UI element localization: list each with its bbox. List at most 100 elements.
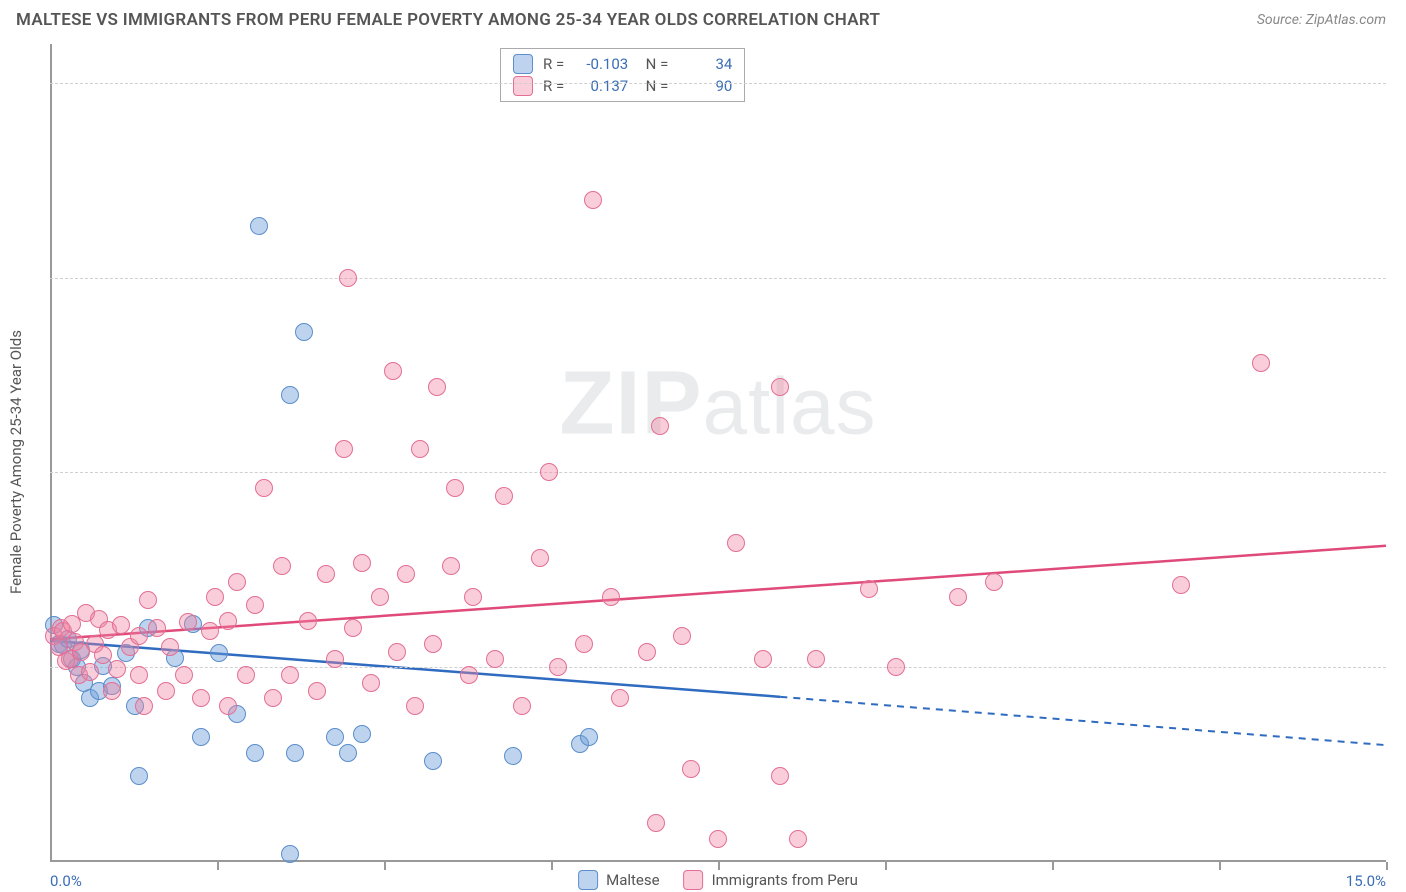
data-point <box>771 378 789 396</box>
data-point <box>638 643 656 661</box>
x-tick <box>1052 862 1054 870</box>
data-point <box>584 191 602 209</box>
data-point <box>411 440 429 458</box>
data-point <box>108 660 126 678</box>
data-point <box>130 627 148 645</box>
data-point <box>513 697 531 715</box>
data-point <box>135 697 153 715</box>
data-point <box>157 682 175 700</box>
data-point <box>575 635 593 653</box>
data-point <box>335 440 353 458</box>
data-point <box>326 650 344 668</box>
data-point <box>228 573 246 591</box>
data-point <box>611 689 629 707</box>
data-point <box>887 658 905 676</box>
swatch-peru <box>513 76 533 96</box>
data-point <box>647 814 665 832</box>
data-point <box>362 674 380 692</box>
data-point <box>94 646 112 664</box>
data-point <box>388 643 406 661</box>
n-value-maltese: 34 <box>678 53 732 75</box>
data-point <box>353 554 371 572</box>
r-label: R = <box>543 53 564 75</box>
data-point <box>281 386 299 404</box>
legend-item-peru: Immigrants from Peru <box>684 870 858 890</box>
data-point <box>446 479 464 497</box>
data-point <box>246 744 264 762</box>
swatch-maltese <box>513 54 533 74</box>
data-point <box>246 596 264 614</box>
data-point <box>295 323 313 341</box>
data-point <box>985 573 1003 591</box>
n-value-peru: 90 <box>678 75 732 97</box>
data-point <box>371 588 389 606</box>
data-point <box>709 830 727 848</box>
data-point <box>317 565 335 583</box>
data-point <box>406 697 424 715</box>
x-tick <box>1219 862 1221 870</box>
data-point <box>602 588 620 606</box>
data-point <box>81 663 99 681</box>
correlation-legend: R = -0.103 N = 34 R = 0.137 N = 90 <box>500 48 745 102</box>
legend-label-peru: Immigrants from Peru <box>712 871 858 889</box>
data-point <box>219 612 237 630</box>
data-point <box>299 612 317 630</box>
data-point <box>175 666 193 684</box>
r-value-peru: 0.137 <box>574 75 628 97</box>
data-point <box>103 682 121 700</box>
legend-row-peru: R = 0.137 N = 90 <box>513 75 732 97</box>
data-point <box>424 635 442 653</box>
data-point <box>486 650 504 668</box>
data-point <box>384 362 402 380</box>
series-legend: Maltese Immigrants from Peru <box>578 870 858 890</box>
data-point <box>206 588 224 606</box>
data-point <box>179 613 197 631</box>
data-point <box>428 378 446 396</box>
n-label: N = <box>638 75 668 97</box>
gridline <box>50 278 1386 279</box>
data-point <box>353 725 371 743</box>
x-tick-label: 15.0% <box>1346 872 1386 890</box>
data-point <box>807 650 825 668</box>
data-point <box>219 697 237 715</box>
data-point <box>130 666 148 684</box>
x-tick <box>551 862 553 870</box>
data-point <box>339 744 357 762</box>
plot-area: ZIPatlas R = -0.103 N = 34 R = 0.137 N =… <box>50 44 1386 862</box>
chart-source: Source: ZipAtlas.com <box>1257 12 1386 28</box>
data-point <box>130 767 148 785</box>
data-point <box>210 644 228 662</box>
legend-label-maltese: Maltese <box>606 871 659 889</box>
x-tick <box>217 862 219 870</box>
data-point <box>192 689 210 707</box>
data-point <box>281 845 299 863</box>
data-point <box>250 217 268 235</box>
data-point <box>442 557 460 575</box>
data-point <box>682 760 700 778</box>
swatch-maltese <box>578 870 598 890</box>
legend-item-maltese: Maltese <box>578 870 659 890</box>
data-point <box>255 479 273 497</box>
data-point <box>727 534 745 552</box>
data-point <box>504 747 522 765</box>
data-point <box>112 616 130 634</box>
data-point <box>264 689 282 707</box>
y-axis-label: Female Poverty Among 25-34 Year Olds <box>7 330 25 594</box>
data-point <box>531 549 549 567</box>
data-point <box>1172 576 1190 594</box>
data-point <box>424 752 442 770</box>
data-point <box>273 557 291 575</box>
data-point <box>949 588 967 606</box>
data-point <box>860 580 878 598</box>
data-point <box>673 627 691 645</box>
legend-row-maltese: R = -0.103 N = 34 <box>513 53 732 75</box>
data-point <box>148 619 166 637</box>
x-tick <box>885 862 887 870</box>
data-point <box>540 463 558 481</box>
swatch-peru <box>684 870 704 890</box>
data-point <box>460 666 478 684</box>
data-point <box>139 591 157 609</box>
data-point <box>771 767 789 785</box>
x-tick-label: 0.0% <box>50 872 82 890</box>
data-point <box>754 650 772 668</box>
